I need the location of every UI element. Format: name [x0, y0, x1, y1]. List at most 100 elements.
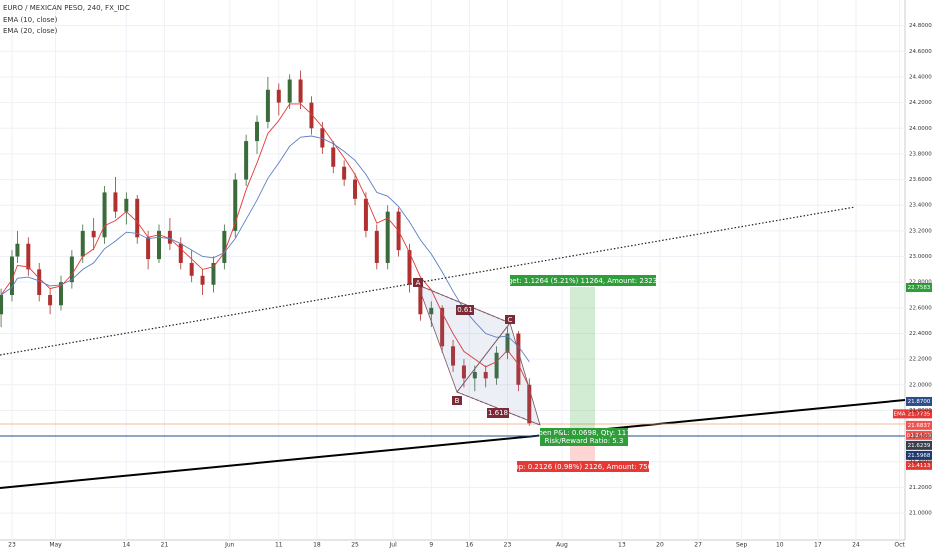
price-badge-label: 21.4113	[908, 463, 931, 469]
candle-body	[527, 384, 532, 424]
price-badge-label: 21.6239	[908, 443, 931, 449]
stop-label-box	[517, 461, 649, 472]
pattern-label: A	[413, 278, 423, 287]
y-tick-label: 22.4000	[909, 331, 932, 337]
x-tick-label: 18	[313, 542, 321, 549]
y-tick-label: 22.2000	[909, 357, 932, 363]
x-tick-label: 10	[776, 542, 784, 549]
candle-body	[461, 365, 466, 379]
candle-body	[189, 262, 194, 276]
ema-line	[0, 135, 530, 362]
candle-body	[472, 371, 477, 379]
x-tick-label: 21	[161, 542, 169, 549]
y-tick-label: 21.2000	[909, 485, 932, 491]
candle-body	[331, 147, 336, 167]
chart-title: EURO / MEXICAN PESO, 240, FX_IDC	[3, 4, 130, 12]
x-tick-label: 25	[351, 542, 359, 549]
indicator-legend: EMA (20, close)	[3, 27, 58, 35]
pattern-label: B	[452, 396, 462, 405]
candle-body	[342, 166, 347, 180]
x-tick-label: 16	[466, 542, 474, 549]
y-tick-label: 21.4000	[909, 459, 932, 465]
price-badge-tag: EMA	[894, 411, 906, 417]
trend-line	[0, 206, 856, 356]
candle-body	[494, 352, 499, 379]
pattern-label-text: B	[455, 397, 460, 405]
price-badge: 21.5968	[906, 450, 932, 460]
candle-body	[15, 243, 20, 257]
candle-body	[287, 79, 292, 103]
candle-body	[429, 307, 434, 315]
candle-body	[353, 179, 358, 199]
candle-body	[91, 230, 96, 238]
price-badge-box	[906, 420, 932, 430]
x-tick-label: Aug	[556, 542, 568, 549]
candle-body	[102, 192, 107, 238]
price-badge-label: 21.7735	[908, 411, 931, 417]
x-tick-label: 24	[852, 542, 860, 549]
x-tick-label: Oct	[894, 542, 905, 549]
candle-body	[0, 295, 4, 315]
x-tick-label: Sep	[736, 542, 748, 549]
pattern-label-text: C	[508, 316, 513, 324]
y-tick-label: 24.2000	[909, 100, 932, 106]
candle-body	[233, 179, 238, 231]
x-tick-label: 11	[275, 542, 283, 549]
target-zone	[570, 287, 595, 430]
pnl-label: Open P&L: 0.0698, Qty: 1175	[533, 429, 635, 437]
candle-body	[363, 198, 368, 231]
price-badge-label: 21.6837	[908, 423, 931, 429]
y-tick-label: 21.8000	[909, 408, 932, 414]
candle-body	[58, 282, 63, 306]
target-label: Target: 1.1264 (5.21%) 11264, Amount: 23…	[497, 277, 669, 285]
x-tick-label: 20	[656, 542, 664, 549]
y-tick-label: 23.6000	[909, 177, 932, 183]
price-badge: 21.6837	[906, 420, 932, 430]
ratio-label: Risk/Reward Ratio: 5.3	[545, 437, 624, 445]
price-badge-box	[906, 460, 932, 470]
candle-body	[385, 211, 390, 263]
y-tick-label: 22.8000	[909, 280, 932, 286]
ema-line	[0, 103, 530, 388]
y-tick-label: 24.8000	[909, 23, 932, 29]
candle-body	[374, 230, 379, 263]
y-tick-label: 21.6000	[909, 434, 932, 440]
x-tick-label: 23	[8, 542, 16, 549]
candle-body	[407, 250, 412, 285]
price-badge: 21.4113	[906, 460, 932, 470]
stop-label: Stop: 0.2126 (0.98%) 2126, Amount: 750.2	[507, 463, 659, 471]
y-tick-label: 23.0000	[909, 254, 932, 260]
price-badge-box	[906, 396, 932, 406]
candle-body	[222, 230, 227, 263]
candle-body	[320, 128, 325, 148]
price-badge-box	[906, 283, 932, 293]
candle-body	[200, 275, 205, 285]
x-tick-label: Jun	[224, 542, 235, 549]
y-tick-label: 22.6000	[909, 305, 932, 311]
x-tick-label: 23	[504, 542, 512, 549]
candle-body	[265, 89, 270, 122]
y-tick-label: 22.0000	[909, 382, 932, 388]
candle-body	[9, 256, 14, 296]
candle-body	[255, 121, 260, 142]
price-badge: 22.7583	[906, 283, 932, 293]
price-badge-box	[906, 440, 932, 450]
x-tick-label: 17	[814, 542, 822, 549]
pnl-label-box	[540, 428, 628, 446]
candle-body	[157, 230, 162, 260]
candle-body	[483, 371, 488, 379]
x-tick-label: 14	[123, 542, 131, 549]
candle-body	[135, 198, 140, 238]
price-badge: 03:24:09	[906, 430, 932, 440]
candle-body	[146, 237, 151, 260]
x-tick-label: 9	[429, 542, 433, 549]
candle-body	[167, 230, 172, 244]
price-badge-label: 21.8700	[908, 399, 931, 405]
candle-body	[37, 269, 42, 296]
y-tick-label: 24.4000	[909, 74, 932, 80]
pattern-label: 0.61	[456, 305, 474, 315]
candle-body	[505, 333, 510, 353]
candle-body	[48, 295, 53, 306]
pattern-label-text: A	[416, 279, 421, 287]
